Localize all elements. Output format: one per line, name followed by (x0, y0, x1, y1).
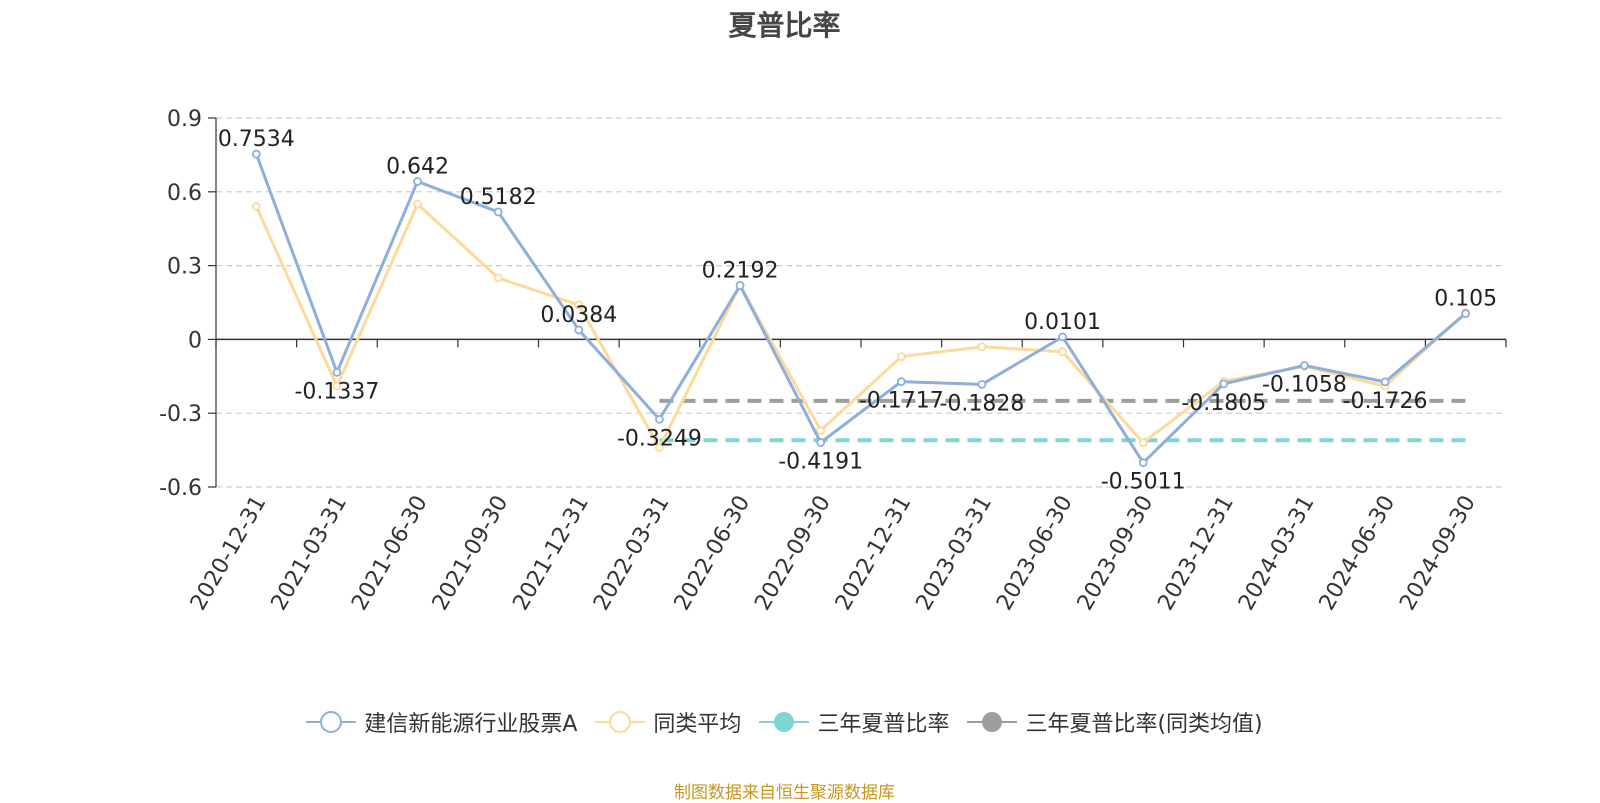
x-tick-label: 2022-06-30 (670, 492, 756, 615)
data-label: 0.0384 (540, 303, 617, 328)
data-label: -0.5011 (1101, 470, 1186, 495)
peer-point (332, 381, 342, 391)
data-label: -0.1058 (1262, 372, 1347, 397)
x-tick-label: 2023-09-30 (1073, 492, 1159, 615)
x-tick-label: 2024-03-31 (1234, 492, 1320, 615)
legend-fund-icon (306, 711, 357, 733)
x-tick-label: 2022-03-31 (589, 492, 675, 615)
x-tick-label: 2021-03-31 (267, 492, 353, 615)
fund-point (251, 149, 261, 159)
data-label: -0.1717 (859, 389, 944, 414)
peer-point (977, 342, 987, 352)
peer-point (816, 426, 826, 435)
peer-point (896, 352, 906, 362)
y-tick-label: 0.6 (167, 181, 202, 206)
y-tick-label: -0.3 (159, 402, 202, 427)
peer-point (1138, 438, 1148, 448)
x-tick-label: 2020-12-31 (186, 492, 272, 615)
data-label: 0.642 (386, 154, 449, 179)
reference-lines (659, 398, 1466, 443)
data-label: -0.1726 (1343, 389, 1428, 414)
fund-point (1380, 377, 1390, 387)
axes: 0.90.60.30-0.3-0.62020-12-312021-03-3120… (159, 107, 1507, 615)
peer-point (251, 202, 261, 211)
x-tick-label: 2023-12-31 (1153, 492, 1239, 615)
legend-item-fund[interactable]: 建信新能源行业股票A (306, 706, 577, 738)
fund-point (977, 379, 987, 389)
peer-point (493, 273, 503, 283)
x-tick-label: 2022-09-30 (750, 492, 836, 615)
x-tick-label: 2021-12-31 (508, 492, 594, 615)
x-tick-label: 2021-06-30 (347, 492, 433, 615)
x-tick-label: 2024-09-30 (1395, 492, 1481, 615)
fund-point (493, 207, 503, 217)
legend-item-three-year[interactable]: 三年夏普比率 (759, 706, 949, 738)
fund-point (655, 414, 664, 424)
data-label: 0.2192 (702, 258, 779, 283)
data-label: -0.3249 (617, 426, 702, 451)
y-tick-label: 0 (188, 328, 202, 353)
peer-point (1058, 347, 1067, 357)
data-label: -0.1805 (1181, 391, 1266, 416)
fund-point (1058, 332, 1067, 342)
peer-point (574, 300, 584, 310)
legend-label-fund: 建信新能源行业股票A (364, 712, 578, 737)
chart-title: 夏普比率 (728, 9, 841, 42)
legend-label-three-year: 三年夏普比率 (817, 712, 950, 737)
y-tick-label: 0.9 (167, 107, 202, 132)
fund-point (816, 438, 826, 447)
x-tick-label: 2023-03-31 (912, 492, 998, 615)
fund-point (735, 281, 745, 290)
fund-point (1219, 379, 1229, 389)
legend-three-year-peer-icon (967, 712, 1018, 732)
data-label: 0.0101 (1024, 310, 1101, 335)
data-label: -0.4191 (778, 449, 863, 474)
legend-item-peer-average[interactable]: 同类平均 (595, 706, 741, 738)
legend-label-three-year-peer: 三年夏普比率(同类均值) (1025, 712, 1263, 737)
legend-peer-icon (595, 711, 646, 733)
peer-point (413, 199, 422, 209)
series-lines (251, 149, 1471, 468)
y-tick-label: 0.3 (167, 255, 202, 280)
fund-point (896, 377, 906, 387)
fund-point (574, 325, 584, 335)
fund-point (1138, 458, 1148, 468)
legend-three-year-icon (759, 712, 810, 732)
x-tick-label: 2022-12-31 (831, 492, 917, 615)
x-tick-label: 2024-06-30 (1315, 492, 1401, 615)
data-label: 0.7534 (218, 127, 295, 152)
data-labels: 0.7534 -0.1337 0.642 0.5182 0.0384 -0.3249 0.2… (218, 127, 1497, 495)
y-tick-label: -0.6 (159, 476, 202, 501)
fund-point (332, 367, 342, 377)
data-label: 0.5182 (460, 185, 537, 210)
data-label: 0.105 (1434, 287, 1497, 312)
source-note: 制图数据来自恒生聚源数据库 (674, 783, 895, 803)
x-tick-label: 2021-09-30 (428, 492, 514, 615)
sharpe-ratio-chart: 0.90.60.30-0.3-0.62020-12-312021-03-3120… (159, 107, 1507, 615)
data-label: -0.1828 (939, 391, 1024, 416)
legend: 建信新能源行业股票A 同类平均 三年夏普比率 三年夏普比率(同类均值) (0, 706, 1569, 738)
legend-label-peer-average: 同类平均 (653, 712, 742, 737)
peer-point (655, 443, 664, 453)
data-label: -0.1337 (294, 379, 379, 404)
fund-point (1461, 309, 1471, 318)
fund-point (1300, 361, 1309, 370)
legend-item-three-year-peer[interactable]: 三年夏普比率(同类均值) (967, 706, 1263, 738)
x-tick-label: 2023-06-30 (992, 492, 1078, 615)
fund-line (254, 153, 1467, 465)
fund-point (413, 177, 422, 186)
